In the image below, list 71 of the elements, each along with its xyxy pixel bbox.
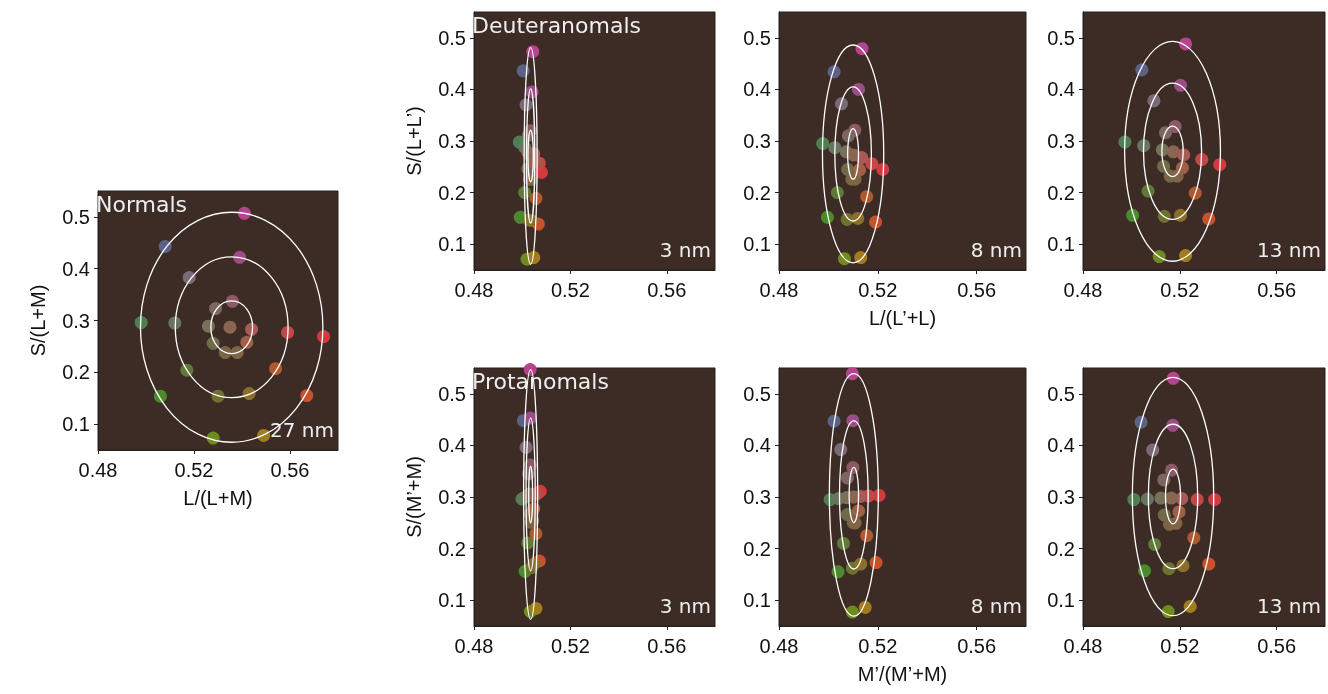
y-tick-label: 0.3	[438, 130, 466, 152]
y-tick-label: 0.5	[1047, 382, 1075, 405]
y-tick-label: 0.1	[62, 413, 90, 436]
y-tick-label: 0.5	[62, 205, 90, 228]
y-axis-title: S/(L+L’)	[403, 106, 425, 176]
y-tick-label: 0.5	[438, 26, 466, 49]
y-tick-label: 0.1	[743, 233, 771, 256]
y-tick-label: 0.1	[438, 233, 466, 256]
y-axis-title: S/(L+M)	[27, 284, 49, 357]
x-axis-title: L/(L+M)	[183, 487, 253, 509]
x-tick-label: 0.48	[759, 279, 799, 301]
y-tick-label: 0.5	[743, 382, 771, 405]
x-tick-label: 0.52	[1160, 635, 1200, 657]
annotation: 3 nm	[659, 238, 712, 262]
y-tick-label: 0.4	[438, 78, 466, 101]
x-tick-label: 0.48	[759, 635, 799, 657]
y-tick-label: 0.2	[743, 181, 771, 204]
x-tick-label: 0.48	[1063, 279, 1103, 301]
x-tick-label: 0.56	[1257, 635, 1297, 657]
y-tick-label: 0.4	[743, 434, 771, 457]
x-tick-label: 0.52	[174, 459, 214, 481]
annotation: 3 nm	[659, 594, 712, 618]
chart-title: Normals	[96, 191, 188, 217]
y-tick-label: 0.1	[438, 589, 466, 612]
x-tick-label: 0.52	[858, 279, 898, 301]
y-tick-label: 0.4	[1047, 78, 1075, 101]
y-tick-label: 0.3	[1047, 486, 1075, 508]
y-tick-label: 0.2	[743, 537, 771, 560]
y-tick-label: 0.5	[1047, 26, 1075, 49]
x-tick-label: 0.48	[1063, 635, 1103, 657]
y-tick-label: 0.3	[1047, 130, 1075, 152]
y-tick-label: 0.1	[1047, 589, 1075, 612]
y-tick-label: 0.2	[1047, 181, 1075, 204]
annotation: 27 nm	[270, 418, 334, 442]
x-tick-label: 0.52	[550, 635, 590, 657]
y-tick-label: 0.2	[62, 361, 90, 384]
y-tick-label: 0.2	[438, 537, 466, 560]
x-tick-label: 0.48	[454, 279, 494, 301]
y-tick-label: 0.4	[62, 257, 90, 280]
x-axis-title: L/(L’+L)	[868, 307, 937, 329]
x-axis-title: M’/(M’+M)	[857, 663, 948, 685]
y-tick-label: 0.5	[438, 382, 466, 405]
annotation: 8 nm	[970, 238, 1023, 262]
y-tick-label: 0.5	[743, 26, 771, 49]
x-tick-label: 0.56	[270, 459, 310, 481]
y-tick-label: 0.3	[438, 486, 466, 508]
x-tick-label: 0.56	[957, 635, 997, 657]
chart-title: Deuteranomals	[472, 12, 641, 38]
y-tick-label: 0.1	[1047, 233, 1075, 256]
y-tick-label: 0.3	[743, 130, 771, 152]
x-tick-label: 0.48	[78, 459, 118, 481]
x-tick-label: 0.56	[647, 279, 687, 301]
y-axis-title: S/(M’+M)	[403, 456, 425, 538]
annotation: 13 nm	[1257, 238, 1321, 262]
y-tick-label: 0.4	[438, 434, 466, 457]
x-tick-label: 0.48	[454, 635, 494, 657]
x-tick-label: 0.52	[1160, 279, 1200, 301]
y-tick-label: 0.4	[743, 78, 771, 101]
y-tick-label: 0.2	[438, 181, 466, 204]
x-tick-label: 0.52	[858, 635, 898, 657]
x-tick-label: 0.52	[550, 279, 590, 301]
y-tick-label: 0.1	[743, 589, 771, 612]
annotation: 13 nm	[1257, 594, 1321, 618]
y-tick-label: 0.3	[62, 309, 90, 332]
y-tick-label: 0.3	[743, 486, 771, 508]
x-tick-label: 0.56	[647, 635, 687, 657]
y-tick-label: 0.4	[1047, 434, 1075, 457]
x-tick-label: 0.56	[957, 279, 997, 301]
y-tick-label: 0.2	[1047, 537, 1075, 560]
x-tick-label: 0.56	[1257, 279, 1297, 301]
annotation: 8 nm	[970, 594, 1023, 618]
